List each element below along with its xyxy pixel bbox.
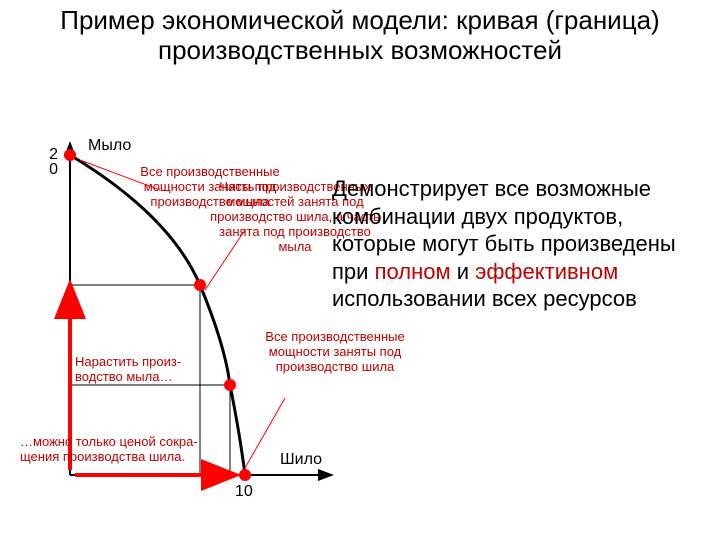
body-emph2: эффективном xyxy=(475,259,618,284)
ppf-chart: 2 0 10 Мыло Шило Все производственные мо… xyxy=(30,135,340,515)
body-post: использовании всех ресурсов xyxy=(332,286,637,311)
data-point xyxy=(239,469,251,481)
annot-cost: …можно только ценой сокра- щения произво… xyxy=(20,435,240,465)
x-tick-10: 10 xyxy=(235,483,253,501)
data-point xyxy=(64,149,76,161)
data-point xyxy=(224,379,236,391)
annot-bottom: Все производственные мощности заняты под… xyxy=(250,330,420,375)
slide: Пример экономической модели: кривая (гра… xyxy=(0,0,720,540)
y-axis-label: Мыло xyxy=(88,137,131,155)
pointer-line xyxy=(245,398,285,468)
slide-title: Пример экономической модели: кривая (гра… xyxy=(0,6,720,66)
annot-increase: Нарастить произ- водство мыла… xyxy=(75,355,205,385)
data-point xyxy=(194,279,206,291)
y-tick-20: 2 0 xyxy=(40,147,58,177)
body-mid: и xyxy=(451,259,476,284)
body-emph1: полном xyxy=(375,259,451,284)
body-paragraph: Демонстрирует все возможные комбинации д… xyxy=(332,175,702,313)
x-axis-label: Шило xyxy=(280,451,322,469)
